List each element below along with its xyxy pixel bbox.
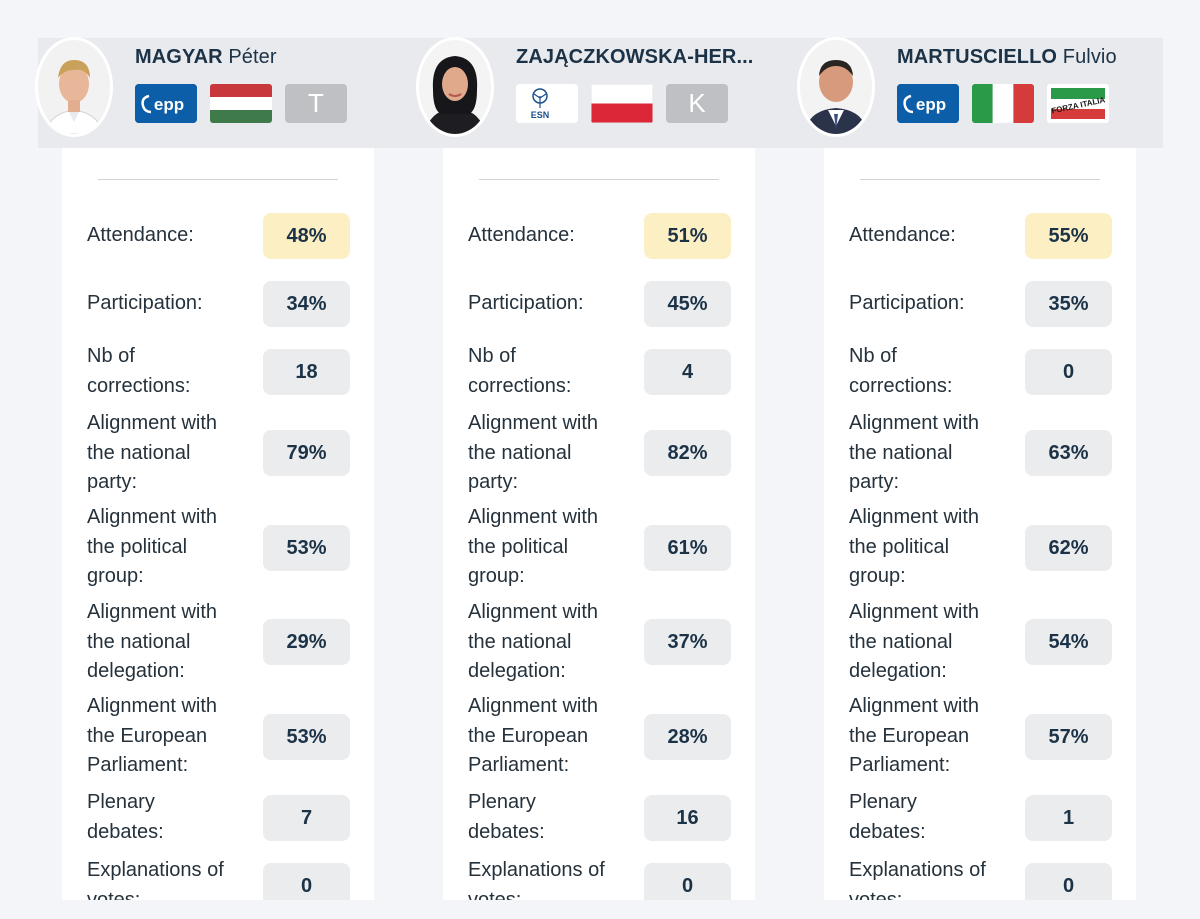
avatar[interactable] xyxy=(38,40,110,134)
explanations-value: 0 xyxy=(644,863,731,900)
explanations-value: 0 xyxy=(263,863,350,900)
attendance-label: Attendance: xyxy=(87,224,194,246)
national-delegation-label: Alignment with the national delegation: xyxy=(849,601,980,682)
national-delegation-label: Alignment with the national delegation: xyxy=(468,601,599,682)
explanations-value: 0 xyxy=(1025,863,1112,900)
european-parliament-label: Alignment with the European Parliament: xyxy=(87,695,218,776)
national-party-badge[interactable]: K xyxy=(666,84,728,123)
european-parliament-value: 28% xyxy=(644,714,731,760)
political-group-label: Alignment with the political group: xyxy=(87,506,218,587)
national-party-label: Alignment with the national party: xyxy=(87,412,218,493)
participation-value: 34% xyxy=(263,281,350,327)
corrections-value: 0 xyxy=(1025,349,1112,395)
epp-logo-icon: epp xyxy=(135,84,197,123)
european-parliament-value: 57% xyxy=(1025,714,1112,760)
epp-group-badge[interactable]: epp xyxy=(135,84,197,123)
national-delegation-value: 54% xyxy=(1025,619,1112,665)
avatar[interactable] xyxy=(419,40,491,134)
national-party-label: Alignment with the national party: xyxy=(468,412,599,493)
attendance-value: 55% xyxy=(1025,213,1112,259)
badge-row: ESN K xyxy=(516,84,728,123)
epp-logo-icon: epp xyxy=(897,84,959,123)
plenary-debates-value: 7 xyxy=(263,795,350,841)
plenary-debates-label: Plenary debates: xyxy=(87,791,164,843)
flag-poland-icon[interactable] xyxy=(591,84,653,123)
european-parliament-value: 53% xyxy=(263,714,350,760)
divider xyxy=(860,179,1100,180)
mep-first-name: Péter xyxy=(228,46,277,68)
corrections-label: Nb of corrections: xyxy=(468,345,572,397)
european-parliament-label: Alignment with the European Parliament: xyxy=(849,695,980,776)
stats-card-3: Attendance: 55% Participation: 35% Nb of… xyxy=(824,148,1136,900)
esn-group-badge[interactable]: ESN xyxy=(516,84,578,123)
corrections-label: Nb of corrections: xyxy=(87,345,191,397)
mep-name[interactable]: ZAJĄCZKOWSKA-HER... xyxy=(516,46,753,69)
political-group-label: Alignment with the political group: xyxy=(849,506,980,587)
national-party-value: 79% xyxy=(263,430,350,476)
national-delegation-value: 29% xyxy=(263,619,350,665)
participation-label: Participation: xyxy=(849,292,965,314)
portrait-icon xyxy=(419,40,491,134)
participation-label: Participation: xyxy=(468,292,584,314)
national-delegation-value: 37% xyxy=(644,619,731,665)
participation-label: Participation: xyxy=(87,292,203,314)
mep-last-name: MAGYAR xyxy=(135,46,223,68)
svg-text:epp: epp xyxy=(154,95,184,114)
european-parliament-label: Alignment with the European Parliament: xyxy=(468,695,599,776)
explanations-label: Explanations of votes: xyxy=(849,859,986,900)
plenary-debates-label: Plenary debates: xyxy=(468,791,545,843)
attendance-value: 51% xyxy=(644,213,731,259)
avatar[interactable] xyxy=(800,40,872,134)
mep-last-name: ZAJĄCZKOWSKA-HER... xyxy=(516,46,754,68)
divider xyxy=(479,179,719,180)
esn-logo-text: ESN xyxy=(531,110,550,120)
national-party-value: 63% xyxy=(1025,430,1112,476)
explanations-label: Explanations of votes: xyxy=(87,859,224,900)
national-party-label: Alignment with the national party: xyxy=(849,412,980,493)
stats-card-1: Attendance: 48% Participation: 34% Nb of… xyxy=(62,148,374,900)
mep-name[interactable]: MAGYAR Péter xyxy=(135,46,277,69)
mep-first-name: Fulvio xyxy=(1062,46,1117,68)
portrait-icon xyxy=(800,40,872,134)
flag-hungary-icon[interactable] xyxy=(210,84,272,123)
political-group-label: Alignment with the political group: xyxy=(468,506,599,587)
badge-row: epp T xyxy=(135,84,347,123)
divider xyxy=(98,179,338,180)
portrait-icon xyxy=(38,40,110,134)
mep-last-name: MARTUSCIELLO xyxy=(897,46,1058,68)
epp-group-badge[interactable]: epp xyxy=(897,84,959,123)
participation-value: 35% xyxy=(1025,281,1112,327)
attendance-label: Attendance: xyxy=(849,224,956,246)
attendance-value: 48% xyxy=(263,213,350,259)
corrections-label: Nb of corrections: xyxy=(849,345,953,397)
corrections-value: 4 xyxy=(644,349,731,395)
corrections-value: 18 xyxy=(263,349,350,395)
attendance-label: Attendance: xyxy=(468,224,575,246)
national-party-badge[interactable]: T xyxy=(285,84,347,123)
national-party-value: 82% xyxy=(644,430,731,476)
explanations-label: Explanations of votes: xyxy=(468,859,605,900)
plenary-debates-value: 16 xyxy=(644,795,731,841)
political-group-value: 61% xyxy=(644,525,731,571)
national-delegation-label: Alignment with the national delegation: xyxy=(87,601,218,682)
svg-text:epp: epp xyxy=(916,95,946,114)
mep-name[interactable]: MARTUSCIELLO Fulvio xyxy=(897,46,1117,69)
political-group-value: 62% xyxy=(1025,525,1112,571)
plenary-debates-label: Plenary debates: xyxy=(849,791,926,843)
flag-italy-icon[interactable] xyxy=(972,84,1034,123)
badge-row: epp FORZA ITALIA xyxy=(897,84,1109,123)
plenary-debates-value: 1 xyxy=(1025,795,1112,841)
esn-tree-logo-icon: ESN xyxy=(516,84,578,123)
political-group-value: 53% xyxy=(263,525,350,571)
stats-card-2: Attendance: 51% Participation: 45% Nb of… xyxy=(443,148,755,900)
participation-value: 45% xyxy=(644,281,731,327)
forza-italia-logo-icon[interactable]: FORZA ITALIA xyxy=(1047,84,1109,123)
